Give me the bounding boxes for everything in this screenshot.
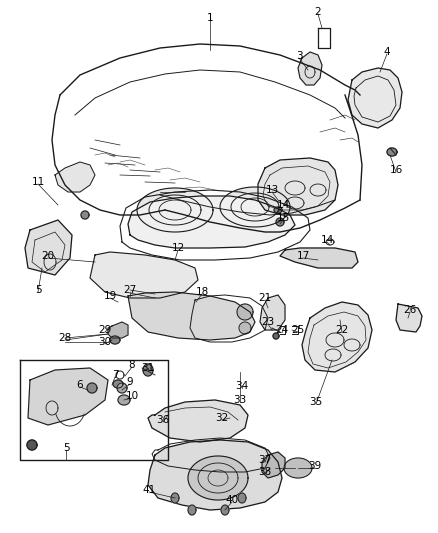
Polygon shape xyxy=(27,440,37,450)
Text: 25: 25 xyxy=(291,325,304,335)
Polygon shape xyxy=(284,458,312,478)
Text: 39: 39 xyxy=(308,461,321,471)
Polygon shape xyxy=(117,383,127,393)
Polygon shape xyxy=(143,364,153,376)
Polygon shape xyxy=(128,196,295,248)
Text: 40: 40 xyxy=(226,495,239,505)
Text: 41: 41 xyxy=(142,485,155,495)
Text: 6: 6 xyxy=(77,380,83,390)
Polygon shape xyxy=(274,207,282,213)
Text: 10: 10 xyxy=(125,391,138,401)
Text: 22: 22 xyxy=(336,325,349,335)
Text: 15: 15 xyxy=(276,213,290,223)
Polygon shape xyxy=(81,211,89,219)
Polygon shape xyxy=(108,322,128,338)
Text: 21: 21 xyxy=(258,293,272,303)
Polygon shape xyxy=(90,252,198,298)
Text: 18: 18 xyxy=(195,287,208,297)
Polygon shape xyxy=(148,400,248,442)
Text: 11: 11 xyxy=(32,177,45,187)
Text: 1: 1 xyxy=(207,13,213,23)
Text: 36: 36 xyxy=(156,415,170,425)
Text: 31: 31 xyxy=(141,363,155,373)
Polygon shape xyxy=(87,383,97,393)
Polygon shape xyxy=(298,52,322,85)
Polygon shape xyxy=(137,188,213,232)
Text: 14: 14 xyxy=(276,200,290,210)
Text: 12: 12 xyxy=(171,243,185,253)
Polygon shape xyxy=(55,162,95,192)
Polygon shape xyxy=(302,302,372,372)
Text: 13: 13 xyxy=(265,185,279,195)
Text: 14: 14 xyxy=(320,235,334,245)
Polygon shape xyxy=(237,304,253,320)
Polygon shape xyxy=(171,493,179,503)
Polygon shape xyxy=(28,368,108,425)
Text: 38: 38 xyxy=(258,467,272,477)
Text: 9: 9 xyxy=(127,377,133,387)
Text: 17: 17 xyxy=(297,251,310,261)
Polygon shape xyxy=(113,380,123,388)
Polygon shape xyxy=(348,68,402,128)
Polygon shape xyxy=(110,336,120,344)
Text: 5: 5 xyxy=(35,285,41,295)
Polygon shape xyxy=(148,440,282,510)
Text: 30: 30 xyxy=(99,337,112,347)
Polygon shape xyxy=(258,158,338,215)
Polygon shape xyxy=(260,295,285,330)
Text: 19: 19 xyxy=(103,291,117,301)
Polygon shape xyxy=(128,292,255,340)
Text: 4: 4 xyxy=(384,47,390,57)
Polygon shape xyxy=(239,322,251,334)
Text: 28: 28 xyxy=(58,333,72,343)
Polygon shape xyxy=(188,456,248,500)
Text: 33: 33 xyxy=(233,395,247,405)
Polygon shape xyxy=(118,395,130,405)
Text: 23: 23 xyxy=(261,317,275,327)
Polygon shape xyxy=(25,220,72,275)
Text: 34: 34 xyxy=(235,381,249,391)
Text: 2: 2 xyxy=(314,7,321,17)
Text: 29: 29 xyxy=(99,325,112,335)
Text: 7: 7 xyxy=(112,370,118,380)
Polygon shape xyxy=(262,452,285,478)
Polygon shape xyxy=(387,148,397,156)
Polygon shape xyxy=(238,493,246,503)
Text: 32: 32 xyxy=(215,413,229,423)
Text: 3: 3 xyxy=(296,51,302,61)
Text: 26: 26 xyxy=(403,305,417,315)
Polygon shape xyxy=(188,505,196,515)
Polygon shape xyxy=(221,505,229,515)
Text: 8: 8 xyxy=(129,360,135,370)
Polygon shape xyxy=(220,187,290,227)
Text: 35: 35 xyxy=(309,397,323,407)
Polygon shape xyxy=(280,248,358,268)
Polygon shape xyxy=(273,333,279,339)
Text: 16: 16 xyxy=(389,165,403,175)
Text: 37: 37 xyxy=(258,455,272,465)
Polygon shape xyxy=(396,304,422,332)
Text: 20: 20 xyxy=(42,251,55,261)
Text: 27: 27 xyxy=(124,285,137,295)
Text: 24: 24 xyxy=(276,325,289,335)
Polygon shape xyxy=(276,218,284,226)
Text: 5: 5 xyxy=(63,443,69,453)
